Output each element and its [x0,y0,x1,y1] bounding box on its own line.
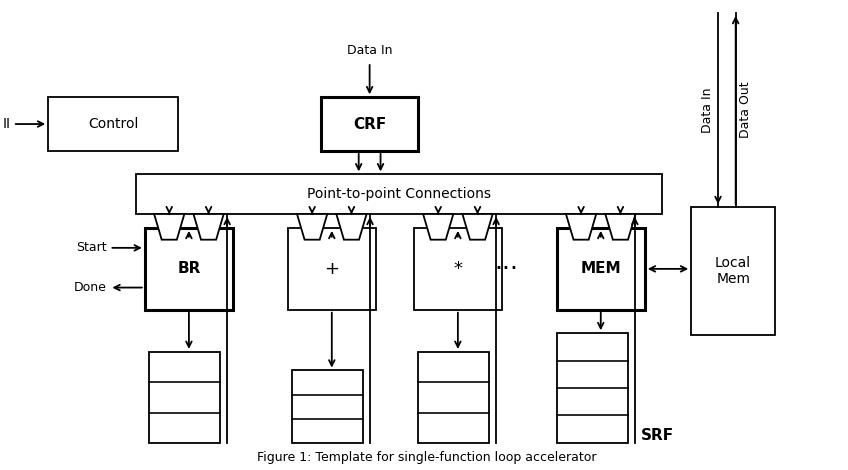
Bar [556,228,644,310]
Polygon shape [462,214,493,240]
Text: BR: BR [177,261,201,276]
Text: Figure 1: Template for single-function loop accelerator: Figure 1: Template for single-function l… [257,451,596,464]
Bar [145,228,233,310]
Text: Data In: Data In [701,87,714,133]
Bar [149,352,220,443]
Bar [691,207,775,336]
Text: ···: ··· [494,257,518,281]
Text: +: + [324,260,339,278]
Text: MEM: MEM [580,261,621,276]
Text: Point-to-point Connections: Point-to-point Connections [307,187,491,201]
Text: *: * [454,260,462,278]
Bar [414,228,502,310]
Text: CRF: CRF [353,117,386,132]
Polygon shape [566,214,596,240]
Text: Local
Mem: Local Mem [715,256,751,286]
Polygon shape [423,214,454,240]
Bar [321,97,418,151]
Bar [48,97,178,151]
Bar [287,228,376,310]
Bar [292,370,363,443]
Polygon shape [337,214,366,240]
Text: Control: Control [88,117,138,131]
Text: Start: Start [76,242,107,254]
Bar [418,352,489,443]
Polygon shape [154,214,184,240]
Polygon shape [193,214,224,240]
Text: II: II [3,117,10,131]
Text: Data In: Data In [347,45,393,57]
Polygon shape [605,214,635,240]
Polygon shape [297,214,327,240]
Text: Data Out: Data Out [739,82,752,138]
Text: SRF: SRF [641,428,674,443]
Bar [556,333,628,443]
Bar [137,174,661,214]
Text: Done: Done [74,281,107,294]
